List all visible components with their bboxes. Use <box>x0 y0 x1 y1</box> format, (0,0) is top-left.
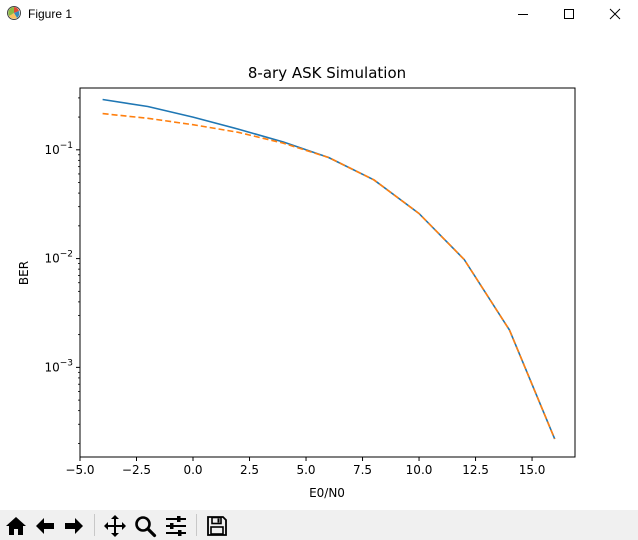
series-line-solid <box>102 98 556 440</box>
ber-chart[interactable]: 8-ary ASK Simulation −5.0 −2.5 0.0 2.5 5.0 7.… <box>0 28 638 510</box>
y-tick-label: 10−1 <box>44 141 73 157</box>
x-tick-label: 2.5 <box>240 463 259 477</box>
axes-frame <box>79 87 576 458</box>
configure-subplots-button[interactable] <box>163 513 189 539</box>
home-icon <box>6 517 26 535</box>
back-icon <box>36 518 54 534</box>
save-button[interactable] <box>204 513 230 539</box>
toolbar-separator <box>196 514 197 536</box>
zoom-icon <box>135 516 157 538</box>
minimize-icon <box>518 14 528 15</box>
y-axis-label: BER <box>17 261 31 285</box>
back-button[interactable] <box>32 513 58 539</box>
chart-title: 8-ary ASK Simulation <box>248 64 406 82</box>
x-tick-label: 12.5 <box>462 463 489 477</box>
forward-button[interactable] <box>61 513 87 539</box>
y-tick-label: 10−2 <box>44 250 73 266</box>
save-icon <box>207 516 227 536</box>
pan-button[interactable] <box>102 513 128 539</box>
window-titlebar: Figure 1 <box>0 0 638 28</box>
x-axis-label: E0/N0 <box>309 486 345 500</box>
maximize-button[interactable] <box>546 0 592 28</box>
x-tick-label: 7.5 <box>353 463 372 477</box>
minimize-button[interactable] <box>500 0 546 28</box>
y-tick-label: 10−3 <box>44 358 73 374</box>
x-tick-label: 15.0 <box>519 463 546 477</box>
matplotlib-app-icon <box>7 6 21 20</box>
y-tick-exponent: −1 <box>60 141 73 151</box>
y-tick-exponent: −3 <box>60 358 73 368</box>
series-line-dashed <box>102 112 556 440</box>
pan-icon <box>104 515 126 537</box>
x-tick-label: 0.0 <box>183 463 202 477</box>
toolbar-separator <box>94 514 95 536</box>
maximize-icon <box>564 9 574 19</box>
forward-icon <box>65 518 83 534</box>
y-tick-base: 10 <box>44 252 59 266</box>
y-tick-base: 10 <box>44 360 59 374</box>
x-tick-label: 10.0 <box>406 463 433 477</box>
zoom-button[interactable] <box>132 513 158 539</box>
y-tick-exponent: −2 <box>60 250 73 260</box>
x-tick-label: −2.5 <box>122 463 151 477</box>
window-title: Figure 1 <box>28 7 73 21</box>
configure-subplots-icon <box>166 516 186 536</box>
close-icon <box>609 8 621 20</box>
figure-canvas[interactable]: 8-ary ASK Simulation −5.0 −2.5 0.0 2.5 5.0 7.… <box>0 28 638 510</box>
close-button[interactable] <box>592 0 638 28</box>
home-button[interactable] <box>3 513 29 539</box>
navigation-toolbar <box>0 510 638 540</box>
y-tick-base: 10 <box>44 143 59 157</box>
x-tick-label: 5.0 <box>296 463 315 477</box>
x-tick-label: −5.0 <box>65 463 94 477</box>
